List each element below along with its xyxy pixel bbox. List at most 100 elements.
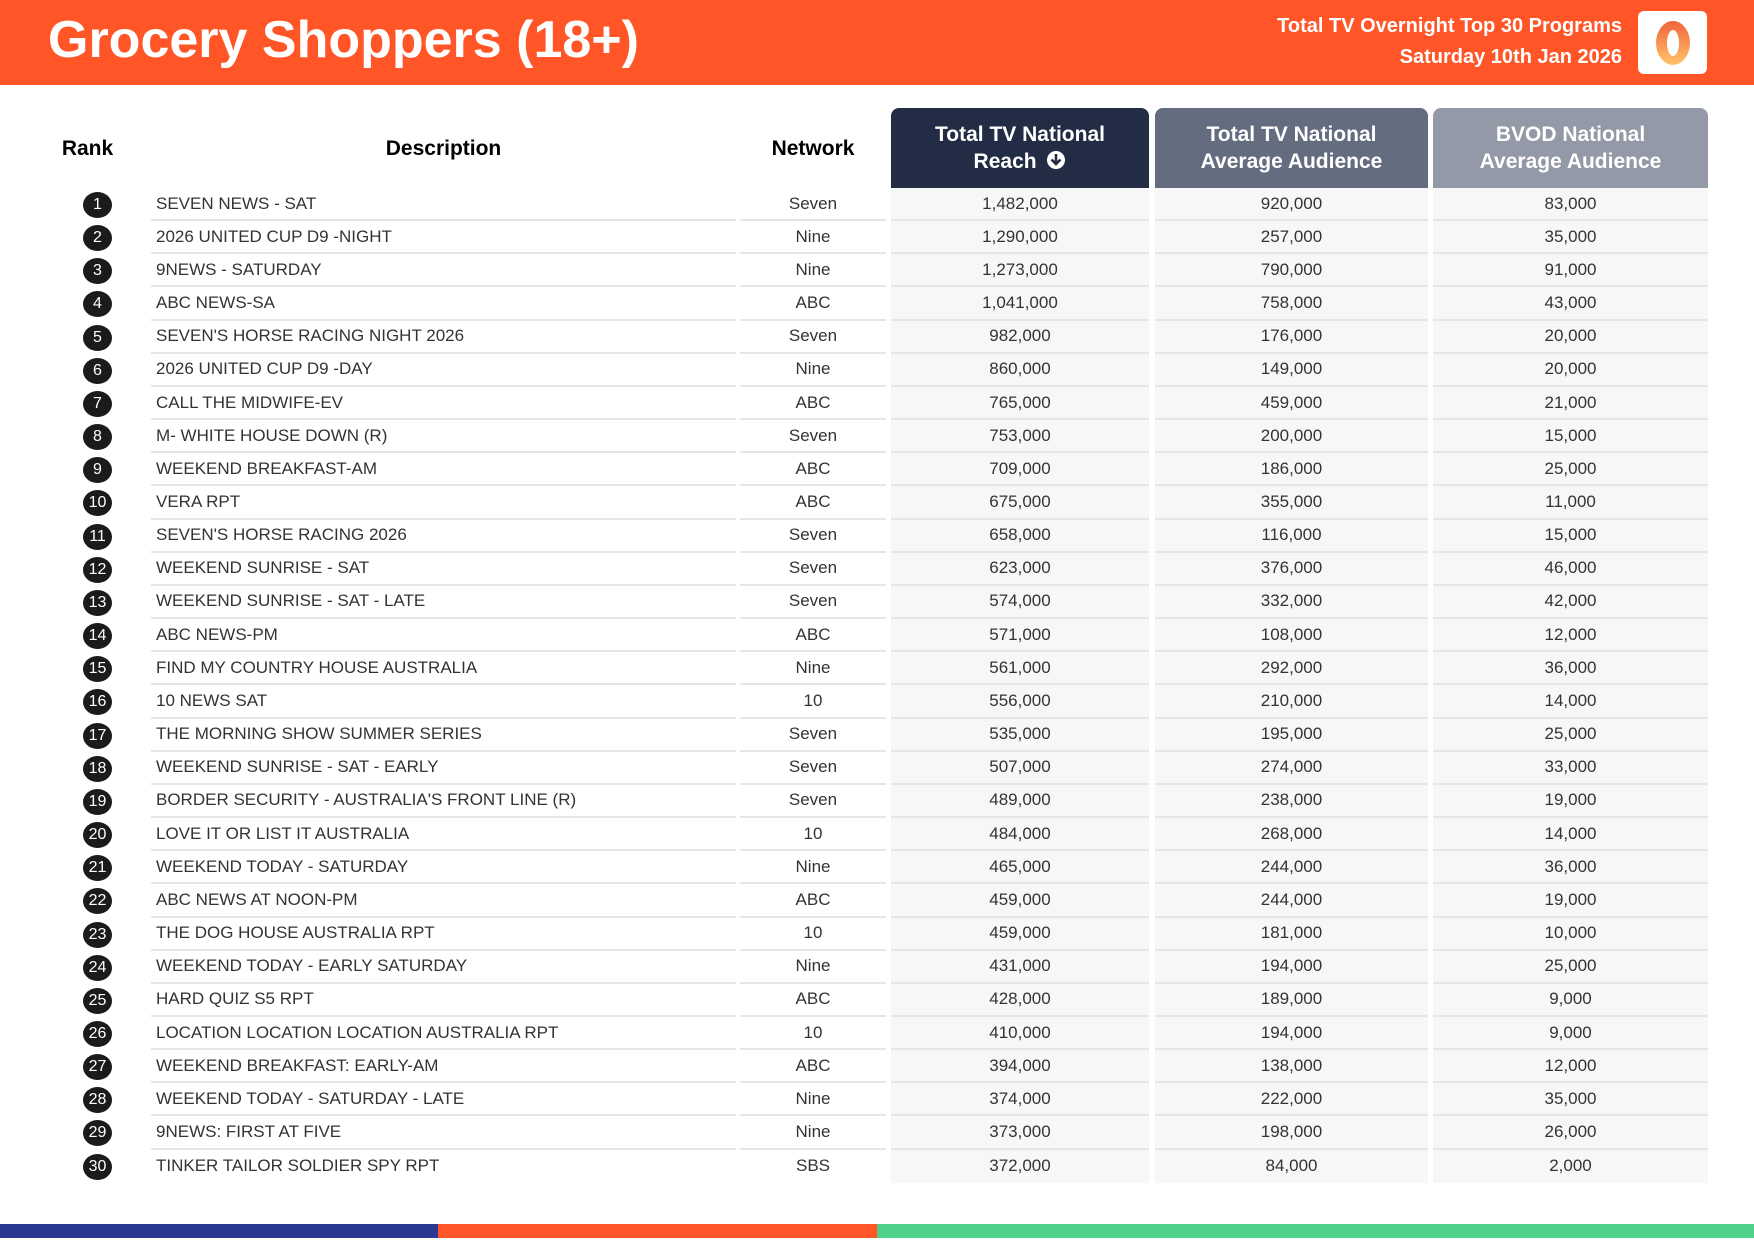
network: Seven [740,420,886,454]
reach-value: 574,000 [891,585,1149,620]
reach-value: 372,000 [891,1149,1149,1183]
network: ABC [740,619,886,653]
average-audience-value: 108,000 [1155,619,1428,653]
network: Seven [740,520,886,553]
program-description: VERA RPT [151,486,736,520]
program-description: WEEKEND TODAY - SATURDAY [151,851,736,885]
average-audience-value: 274,000 [1155,751,1428,785]
table-row: 10 VERA RPT ABC 675,000 355,000 11,000 [0,486,1754,520]
average-audience-value: 257,000 [1155,221,1428,255]
rank-badge: 8 [83,424,112,451]
program-description: ABC NEWS-SA [151,287,736,321]
table-row: 8 M- WHITE HOUSE DOWN (R) Seven 753,000 … [0,420,1754,454]
table-row: 26 LOCATION LOCATION LOCATION AUSTRALIA … [0,1017,1754,1051]
program-description: THE DOG HOUSE AUSTRALIA RPT [151,918,736,951]
reach-value: 1,290,000 [891,221,1149,255]
rank-badge: 29 [83,1120,112,1147]
network: ABC [740,1050,886,1084]
network: ABC [740,453,886,487]
table-row: 2 2026 UNITED CUP D9 -NIGHT Nine 1,290,0… [0,221,1754,255]
average-audience-value: 758,000 [1155,287,1428,321]
sort-descending-icon[interactable] [1046,150,1066,170]
average-audience-value: 176,000 [1155,320,1428,354]
network: Nine [740,354,886,387]
rank-badge: 9 [83,457,112,484]
program-description: 2026 UNITED CUP D9 -DAY [151,354,736,387]
bvod-value: 26,000 [1433,1116,1708,1150]
average-audience-value: 920,000 [1155,188,1428,222]
average-audience-value: 238,000 [1155,784,1428,819]
reach-line2: Reach [973,150,1037,173]
bvod-value: 2,000 [1433,1149,1708,1183]
reach-value: 465,000 [891,851,1149,885]
bvod-value: 46,000 [1433,552,1708,586]
report-subtitle: Total TV Overnight Top 30 Programs [1277,15,1622,37]
reach-value: 1,273,000 [891,254,1149,288]
average-audience-value: 459,000 [1155,386,1428,421]
table-row: 28 WEEKEND TODAY - SATURDAY - LATE Nine … [0,1083,1754,1117]
reach-value: 428,000 [891,983,1149,1017]
table-row: 5 SEVEN'S HORSE RACING NIGHT 2026 Seven … [0,320,1754,354]
program-description: 9NEWS: FIRST AT FIVE [151,1116,736,1150]
average-audience-value: 198,000 [1155,1116,1428,1150]
program-description: WEEKEND TODAY - SATURDAY - LATE [151,1083,736,1117]
reach-line1: Total TV National [935,123,1105,146]
rank-badge: 16 [83,689,112,716]
reach-value: 1,482,000 [891,188,1149,222]
program-description: CALL THE MIDWIFE-EV [151,387,736,421]
bvod-value: 42,000 [1433,585,1708,620]
bvod-value: 35,000 [1433,221,1708,255]
table-row: 13 WEEKEND SUNRISE - SAT - LATE Seven 57… [0,585,1754,620]
reach-value: 765,000 [891,386,1149,421]
program-description: WEEKEND BREAKFAST: EARLY-AM [151,1050,736,1084]
bvod-value: 43,000 [1433,287,1708,321]
column-header-rank: Rank [61,136,114,160]
table-row: 27 WEEKEND BREAKFAST: EARLY-AM ABC 394,0… [0,1050,1754,1084]
bvod-value: 83,000 [1433,188,1708,222]
header-banner: Grocery Shoppers (18+) Total TV Overnigh… [0,0,1754,85]
bvod-value: 14,000 [1433,685,1708,719]
bvod-value: 25,000 [1433,453,1708,487]
network: ABC [740,984,886,1017]
reach-value: 1,041,000 [891,287,1149,321]
program-description: 9NEWS - SATURDAY [151,254,736,288]
program-description: LOVE IT OR LIST IT AUSTRALIA [151,818,736,852]
program-description: BORDER SECURITY - AUSTRALIA'S FRONT LINE… [151,785,736,819]
bvod-value: 20,000 [1433,320,1708,354]
reach-value: 982,000 [891,320,1149,354]
rank-badge: 28 [83,1087,112,1114]
network: ABC [740,486,886,520]
reach-value: 459,000 [891,917,1149,951]
table-row: 7 CALL THE MIDWIFE-EV ABC 765,000 459,00… [0,386,1754,421]
program-description: WEEKEND TODAY - EARLY SATURDAY [151,951,736,984]
bvod-value: 15,000 [1433,420,1708,454]
rank-badge: 12 [83,556,112,583]
average-audience-value: 222,000 [1155,1083,1428,1117]
network: SBS [795,1156,831,1176]
network: Seven [740,321,886,354]
average-audience-value: 189,000 [1155,983,1428,1017]
column-header-average-audience[interactable]: Total TV National Average Audience [1155,108,1428,188]
table-row: 30 TINKER TAILOR SOLDIER SPY RPT SBS 372… [0,1149,1754,1183]
bvod-value: 25,000 [1433,950,1708,984]
network: Nine [740,652,886,686]
program-description: WEEKEND SUNRISE - SAT [151,553,736,586]
reach-value: 675,000 [891,486,1149,520]
bvod-value: 10,000 [1433,917,1708,951]
average-audience-value: 138,000 [1155,1050,1428,1084]
logo-zero-icon [1655,20,1690,65]
table-row: 14 ABC NEWS-PM ABC 571,000 108,000 12,00… [0,619,1754,653]
table-row: 16 10 NEWS SAT 10 556,000 210,000 14,000 [0,685,1754,719]
network: 10 [740,685,886,719]
table-row: 23 THE DOG HOUSE AUSTRALIA RPT 10 459,00… [0,917,1754,951]
network: Seven [740,188,886,222]
page-title: Grocery Shoppers (18+) [48,11,639,69]
column-header-bvod[interactable]: BVOD National Average Audience [1433,108,1708,188]
column-header-reach[interactable]: Total TV National Reach [891,108,1149,188]
bvod-value: 9,000 [1433,983,1708,1017]
rank-badge: 18 [83,755,112,782]
average-audience-value: 244,000 [1155,884,1428,918]
rank-badge: 20 [83,822,112,849]
network: Seven [740,785,886,819]
network: Seven [740,586,886,620]
